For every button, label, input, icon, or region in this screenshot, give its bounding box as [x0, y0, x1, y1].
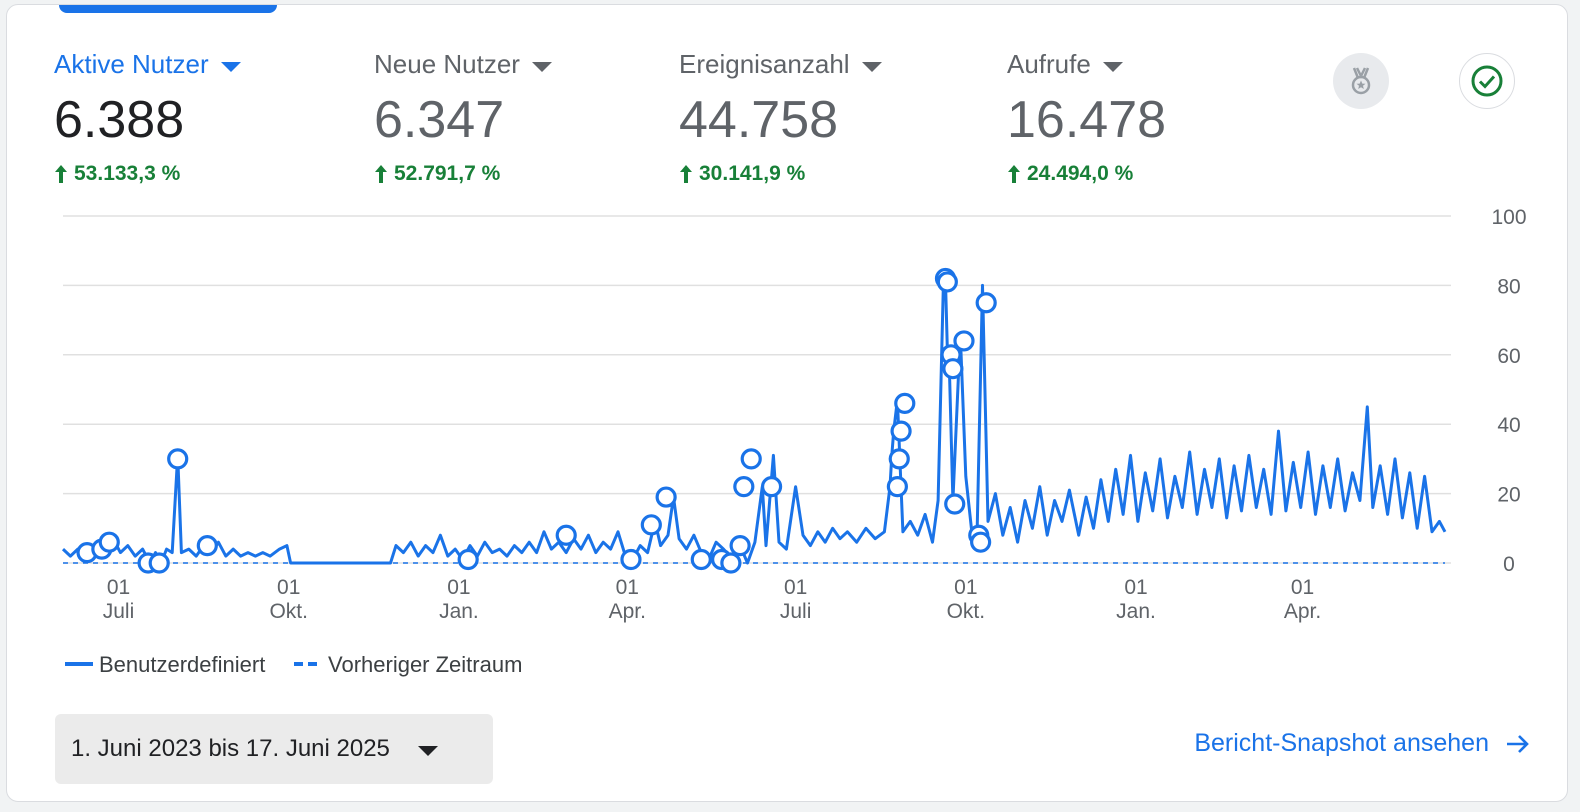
- annotation-marker: [690, 548, 712, 571]
- metric-change-value: 52.791,7 %: [394, 162, 501, 185]
- x-tick-day: 01: [784, 576, 807, 599]
- x-tick-day: 01: [447, 576, 470, 599]
- x-tick-month: Jan.: [1116, 600, 1156, 623]
- date-range-selector[interactable]: 1. Juni 2023 bis 17. Juni 2025: [55, 714, 493, 784]
- y-tick-label: 100: [1491, 206, 1526, 229]
- metric-change-value: 24.494,0 %: [1027, 162, 1134, 185]
- x-tick-month: Okt.: [269, 600, 308, 623]
- annotation-marker: [760, 476, 783, 498]
- annotation-marker: [975, 292, 997, 314]
- x-tick-month: Juli: [103, 600, 135, 623]
- metric-label-wrap[interactable]: Aktive Nutzer: [54, 49, 241, 80]
- annotation-marker: [620, 548, 642, 571]
- metric-label-wrap[interactable]: Aufrufe: [1007, 49, 1166, 80]
- status-check-button[interactable]: [1459, 53, 1515, 109]
- annotation-marker: [733, 476, 755, 498]
- series-line-solid: [61, 273, 1447, 565]
- arrow-up-icon: [1008, 165, 1020, 183]
- medal-icon: [1351, 67, 1371, 95]
- metric-change: 30.141,9 %: [679, 162, 882, 186]
- metric-views[interactable]: Aufrufe 16.478 24.494,0 %: [1007, 49, 1166, 186]
- metric-change: 53.133,3 %: [54, 162, 241, 186]
- active-tab-indicator: [59, 5, 277, 13]
- annotation-marker: [890, 420, 912, 442]
- chevron-down-icon: [861, 61, 882, 72]
- annotation-marker: [888, 448, 910, 470]
- chevron-down-icon: [1102, 61, 1123, 72]
- y-tick-label: 20: [1497, 484, 1520, 507]
- x-tick-month: Juli: [780, 600, 812, 623]
- metric-change-value: 53.133,3 %: [74, 162, 181, 185]
- metric-label-wrap[interactable]: Neue Nutzer: [374, 49, 552, 80]
- annotation-marker: [740, 448, 762, 470]
- date-range-label: 1. Juni 2023 bis 17. Juni 2025: [71, 735, 390, 762]
- arrow-right-icon: [1507, 734, 1529, 753]
- metric-event-count[interactable]: Ereignisanzahl 44.758 30.141,9 %: [679, 49, 882, 186]
- metric-change: 52.791,7 %: [374, 162, 552, 186]
- annotation-marker: [953, 330, 975, 352]
- annotation-marker: [148, 552, 170, 574]
- metric-change: 24.494,0 %: [1007, 162, 1166, 186]
- x-tick-month: Apr.: [1284, 600, 1321, 623]
- metric-label-wrap[interactable]: Ereignisanzahl: [679, 49, 882, 80]
- x-tick-day: 01: [1291, 576, 1314, 599]
- metric-label: Neue Nutzer: [374, 49, 520, 79]
- arrow-up-icon: [680, 165, 692, 183]
- arrow-up-icon: [55, 165, 67, 183]
- insights-badge-button[interactable]: [1333, 53, 1389, 109]
- metric-label: Ereignisanzahl: [679, 49, 850, 79]
- x-tick-month: Okt.: [947, 600, 986, 623]
- view-report-snapshot-link[interactable]: Bericht-Snapshot ansehen: [1194, 729, 1531, 758]
- snapshot-link-label: Bericht-Snapshot ansehen: [1194, 729, 1489, 757]
- metric-label: Aufrufe: [1007, 49, 1091, 79]
- arrow-up-icon: [375, 165, 387, 183]
- line-chart: 02040608010001Juli01Okt.01Jan.01Apr.01Ju…: [61, 206, 1527, 677]
- y-tick-label: 40: [1497, 414, 1520, 437]
- annotation-marker: [944, 493, 966, 515]
- metric-active-users[interactable]: Aktive Nutzer 6.388 53.133,3 %: [54, 49, 241, 186]
- annotation-marker: [457, 548, 479, 571]
- y-tick-label: 60: [1497, 345, 1520, 368]
- x-tick-month: Apr.: [609, 600, 646, 623]
- x-tick-day: 01: [954, 576, 977, 599]
- x-tick-day: 01: [616, 576, 639, 599]
- annotation-marker: [970, 531, 992, 553]
- x-tick-day: 01: [107, 576, 130, 599]
- annotation-marker: [894, 392, 916, 414]
- metric-label: Aktive Nutzer: [54, 49, 209, 79]
- legend-label: Vorheriger Zeitraum: [328, 652, 522, 677]
- annotation-marker: [196, 535, 218, 557]
- legend-label: Benutzerdefiniert: [99, 652, 265, 677]
- check-circle-icon: [1471, 65, 1503, 97]
- annotation-marker: [640, 514, 662, 536]
- x-tick-day: 01: [1124, 576, 1147, 599]
- metric-value: 6.347: [374, 91, 505, 149]
- metric-value: 16.478: [1007, 91, 1167, 149]
- metric-value: 6.388: [54, 91, 185, 149]
- annotation-marker: [942, 358, 964, 380]
- annotation-marker: [936, 271, 958, 293]
- annotation-marker: [555, 524, 577, 546]
- chevron-down-icon: [417, 746, 438, 756]
- annotation-marker: [886, 476, 908, 498]
- y-tick-label: 80: [1497, 275, 1520, 298]
- analytics-card: Aktive Nutzer 6.388 53.133,3 % Neue Nutz…: [6, 4, 1568, 802]
- x-tick-day: 01: [277, 576, 300, 599]
- annotation-marker: [720, 552, 742, 574]
- annotation-marker: [98, 531, 120, 553]
- metric-value: 44.758: [679, 91, 839, 149]
- y-tick-label: 0: [1503, 553, 1515, 576]
- metric-new-users[interactable]: Neue Nutzer 6.347 52.791,7 %: [374, 49, 552, 186]
- annotation-marker: [729, 535, 751, 557]
- annotation-marker: [167, 448, 189, 470]
- metric-change-value: 30.141,9 %: [699, 162, 806, 185]
- chevron-down-icon: [220, 61, 241, 72]
- annotation-marker: [655, 486, 677, 508]
- x-tick-month: Jan.: [439, 600, 479, 623]
- chevron-down-icon: [531, 61, 552, 72]
